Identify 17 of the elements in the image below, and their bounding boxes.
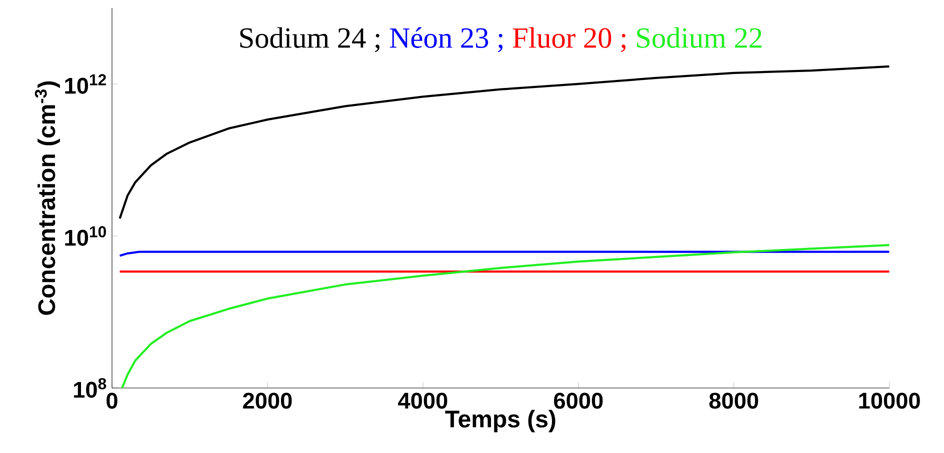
x-tick-label: 0 [106, 392, 118, 409]
text: Fluor 20 ; [512, 27, 626, 52]
x-tick-label: 6000 [554, 392, 603, 409]
x-axis-title: Temps (s) [445, 410, 556, 432]
series-label: Sodium 24 ; [240, 27, 380, 52]
line-series [121, 244, 890, 388]
line-series [118, 65, 890, 220]
x-tick-label: 10000 [859, 392, 920, 409]
x-tick-label: 8000 [709, 392, 758, 409]
x-tick-label: 4000 [398, 392, 448, 409]
y-tick-label: 10$^{10}$ [65, 226, 106, 246]
y-tick-label: 10$^{8}$ [74, 378, 106, 398]
text: Néon 23 ; [390, 27, 502, 52]
y-axis-title: Concentration (cm$^{-3}$) [34, 81, 60, 315]
text: Sodium 22 [637, 27, 762, 48]
y-tick-label: 10$^{12}$ [65, 74, 106, 94]
x-tick-label: 2000 [243, 392, 292, 409]
